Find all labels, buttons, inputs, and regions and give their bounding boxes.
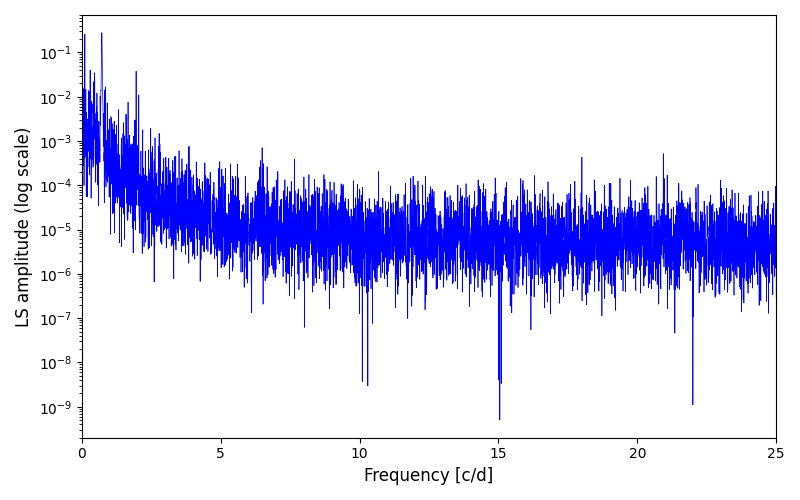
Y-axis label: LS amplitude (log scale): LS amplitude (log scale) xyxy=(15,126,33,326)
X-axis label: Frequency [c/d]: Frequency [c/d] xyxy=(364,467,494,485)
